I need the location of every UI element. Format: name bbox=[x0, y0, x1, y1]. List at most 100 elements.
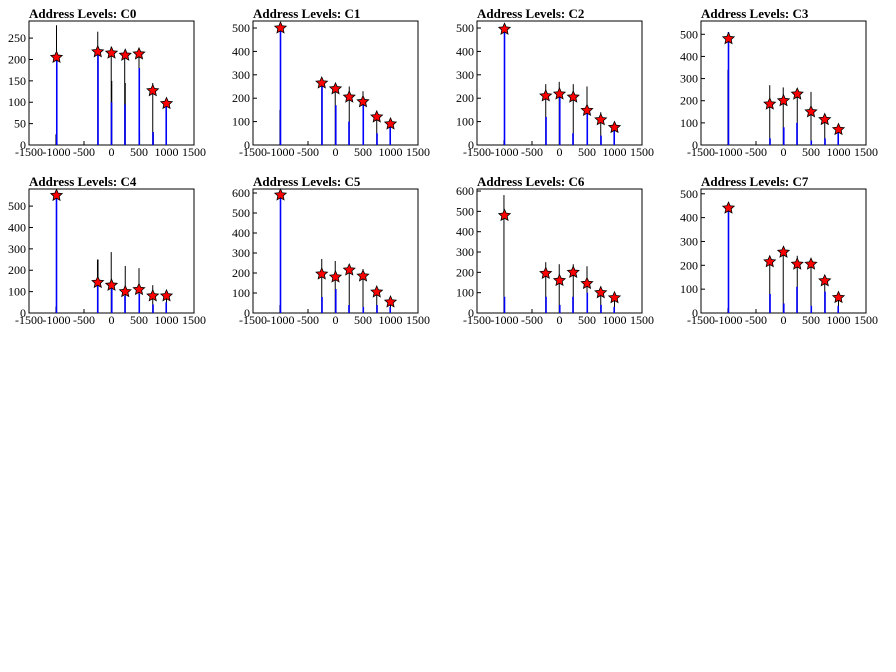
x-tick-label: 1000 bbox=[827, 313, 851, 327]
x-tick-label: -1000 bbox=[715, 313, 743, 327]
chart-panel-3: Address Levels: C3-1500 -1000 -500 0 500 1000… bbox=[680, 6, 878, 159]
star-marker bbox=[49, 50, 64, 64]
y-tick-label: 0 bbox=[20, 138, 26, 152]
x-tick-label: -1000 bbox=[491, 145, 519, 159]
star-marker bbox=[566, 265, 580, 279]
y-tick-label: 200 bbox=[456, 91, 474, 105]
star-marker bbox=[552, 87, 567, 100]
star-marker bbox=[790, 87, 804, 100]
x-tick-label: 1000 bbox=[155, 313, 179, 327]
chart-panel-7: Address Levels: C7-1500 -1000 -500 0 500 1000… bbox=[680, 174, 878, 327]
y-tick-label: 500 bbox=[680, 27, 698, 41]
star-marker bbox=[118, 48, 132, 61]
star-marker bbox=[763, 97, 777, 110]
x-tick-label: -500 bbox=[521, 313, 543, 327]
chart-title: Address Levels: C4 bbox=[29, 174, 137, 189]
y-tick-label: 250 bbox=[8, 31, 26, 45]
y-tick-label: 0 bbox=[20, 306, 26, 320]
x-tick-label: 500 bbox=[578, 145, 596, 159]
y-tick-label: 200 bbox=[8, 263, 26, 277]
y-tick-label: 100 bbox=[232, 115, 250, 129]
x-tick-label: 1000 bbox=[379, 145, 403, 159]
star-marker bbox=[118, 284, 132, 298]
y-tick-label: 200 bbox=[232, 266, 250, 280]
star-marker bbox=[776, 93, 791, 107]
chart-title: Address Levels: C3 bbox=[701, 6, 809, 21]
y-tick-label: 300 bbox=[680, 234, 698, 248]
y-tick-label: 200 bbox=[680, 94, 698, 108]
star-marker bbox=[104, 46, 119, 59]
star-marker bbox=[607, 290, 622, 304]
x-tick-label: -500 bbox=[297, 313, 319, 327]
x-tick-label: -1500 bbox=[687, 313, 715, 327]
x-tick-label: -1500 bbox=[463, 145, 491, 159]
y-tick-label: 400 bbox=[680, 211, 698, 225]
star-marker bbox=[146, 288, 160, 302]
y-tick-label: 300 bbox=[8, 242, 26, 256]
y-tick-label: 500 bbox=[456, 21, 474, 35]
star-marker bbox=[607, 120, 622, 134]
y-tick-label: 200 bbox=[680, 258, 698, 272]
star-marker bbox=[91, 275, 105, 289]
y-tick-label: 100 bbox=[680, 282, 698, 296]
x-tick-label: -1000 bbox=[43, 145, 71, 159]
x-tick-label: 1500 bbox=[854, 145, 878, 159]
y-tick-label: 300 bbox=[456, 68, 474, 82]
x-tick-label: 1000 bbox=[155, 145, 179, 159]
star-marker bbox=[370, 109, 384, 123]
star-marker bbox=[104, 278, 119, 291]
x-tick-label: -1500 bbox=[239, 313, 267, 327]
y-tick-label: 0 bbox=[468, 306, 474, 320]
y-tick-label: 400 bbox=[456, 44, 474, 58]
star-marker bbox=[566, 90, 580, 103]
star-marker bbox=[831, 290, 846, 304]
star-marker bbox=[804, 257, 818, 270]
star-marker bbox=[91, 44, 105, 58]
x-tick-label: -1500 bbox=[687, 145, 715, 159]
x-tick-label: -1500 bbox=[463, 313, 491, 327]
star-marker bbox=[315, 267, 329, 280]
star-marker bbox=[580, 103, 594, 117]
y-tick-label: 500 bbox=[680, 187, 698, 201]
y-tick-label: 100 bbox=[680, 116, 698, 130]
y-tick-label: 300 bbox=[680, 72, 698, 86]
star-marker bbox=[763, 254, 777, 268]
star-marker bbox=[383, 116, 398, 130]
star-marker bbox=[273, 188, 288, 201]
y-tick-label: 600 bbox=[456, 184, 474, 198]
x-tick-label: 0 bbox=[781, 145, 787, 159]
x-tick-label: 0 bbox=[557, 313, 563, 327]
y-tick-label: 50 bbox=[14, 117, 26, 131]
y-tick-label: 200 bbox=[456, 265, 474, 279]
star-marker bbox=[594, 112, 608, 126]
chart-title: Address Levels: C6 bbox=[477, 174, 585, 189]
y-tick-label: 500 bbox=[232, 21, 250, 35]
star-marker bbox=[370, 285, 384, 298]
y-tick-label: 300 bbox=[456, 245, 474, 259]
star-marker bbox=[776, 245, 791, 258]
x-tick-label: -500 bbox=[745, 313, 767, 327]
star-marker bbox=[356, 269, 370, 282]
x-tick-label: -1500 bbox=[15, 145, 43, 159]
y-tick-label: 300 bbox=[232, 68, 250, 82]
x-tick-label: 0 bbox=[333, 313, 339, 327]
star-marker bbox=[356, 94, 370, 108]
y-tick-label: 500 bbox=[232, 206, 250, 220]
star-marker bbox=[539, 266, 553, 280]
x-tick-label: 1500 bbox=[630, 145, 654, 159]
chart-panel-5: Address Levels: C5-1500 -1000 -500 0 500 1000… bbox=[232, 174, 430, 327]
y-tick-label: 0 bbox=[692, 306, 698, 320]
x-tick-label: 500 bbox=[130, 145, 148, 159]
star-marker bbox=[790, 257, 804, 270]
y-tick-label: 0 bbox=[468, 138, 474, 152]
x-tick-label: 1000 bbox=[827, 145, 851, 159]
star-marker bbox=[497, 22, 512, 35]
x-tick-label: -1000 bbox=[491, 313, 519, 327]
x-tick-label: 500 bbox=[354, 313, 372, 327]
y-tick-label: 100 bbox=[8, 95, 26, 109]
star-marker bbox=[146, 83, 160, 97]
y-tick-label: 400 bbox=[232, 44, 250, 58]
y-tick-label: 400 bbox=[680, 49, 698, 63]
x-tick-label: 1500 bbox=[182, 313, 206, 327]
